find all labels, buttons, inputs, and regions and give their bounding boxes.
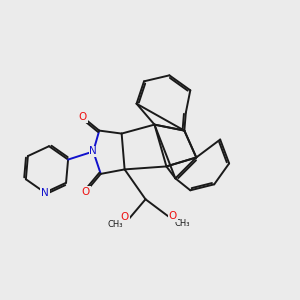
Text: O: O xyxy=(82,187,90,197)
Text: O: O xyxy=(169,211,177,221)
Text: N: N xyxy=(89,146,97,157)
Text: O: O xyxy=(121,212,129,222)
Text: O: O xyxy=(79,112,87,122)
Text: N: N xyxy=(41,188,49,198)
Text: CH₃: CH₃ xyxy=(174,219,190,228)
Text: CH₃: CH₃ xyxy=(108,220,123,229)
